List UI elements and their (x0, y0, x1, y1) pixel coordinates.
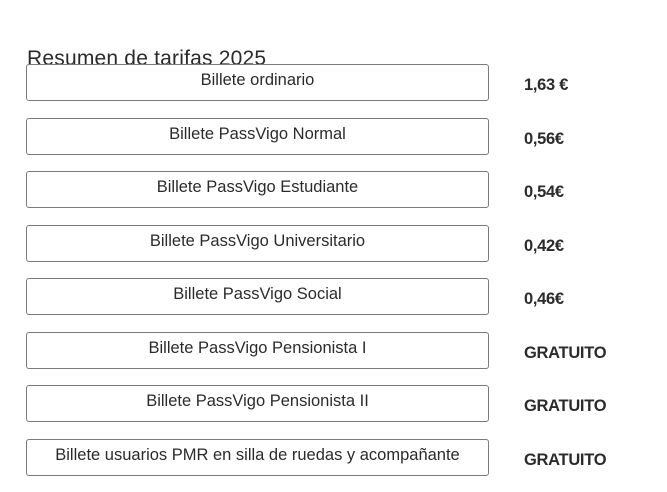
fare-label: Billete PassVigo Pensionista II (146, 392, 369, 410)
fare-row-passvigo-normal: Billete PassVigo Normal 0,56€ (26, 117, 646, 155)
fare-price: GRATUITO (524, 343, 607, 362)
fare-row-pmr: Billete usuarios PMR en silla de ruedas … (26, 438, 646, 476)
fare-label: Billete ordinario (200, 71, 315, 89)
fare-button-ordinario[interactable]: Billete ordinario (26, 64, 489, 101)
fare-price: GRATUITO (524, 397, 607, 415)
fare-label: Billete PassVigo Normal (169, 124, 346, 143)
fare-row-ordinario: Billete ordinario 1,63 € (26, 64, 646, 101)
fare-button-passvigo-social[interactable]: Billete PassVigo Social (26, 278, 489, 315)
fare-price: 1,63 € (524, 76, 569, 94)
fare-label: Billete PassVigo Universitario (149, 231, 366, 250)
fare-label: Billete PassVigo Social (173, 285, 342, 303)
fare-price: GRATUITO (524, 450, 607, 469)
fare-label: Billete PassVigo Estudiante (156, 178, 359, 196)
fare-price: 0,54€ (524, 183, 564, 201)
fare-price: 0,56€ (524, 129, 564, 148)
fare-price: 0,42€ (524, 236, 564, 255)
fare-button-passvigo-normal[interactable]: Billete PassVigo Normal (26, 117, 489, 155)
fare-row-passvigo-social: Billete PassVigo Social 0,46€ (26, 278, 646, 315)
fare-button-passvigo-estudiante[interactable]: Billete PassVigo Estudiante (26, 171, 489, 208)
fare-row-passvigo-universitario: Billete PassVigo Universitario 0,42€ (26, 224, 646, 262)
fare-button-passvigo-pensionista-2[interactable]: Billete PassVigo Pensionista II (26, 385, 489, 422)
fare-row-passvigo-estudiante: Billete PassVigo Estudiante 0,54€ (26, 171, 646, 208)
fare-price: 0,46€ (524, 290, 564, 308)
fare-button-passvigo-universitario[interactable]: Billete PassVigo Universitario (26, 224, 489, 262)
fare-list: Billete ordinario 1,63 € Billete PassVig… (26, 64, 646, 492)
fare-label: Billete usuarios PMR en silla de ruedas … (55, 445, 460, 464)
fare-row-passvigo-pensionista-1: Billete PassVigo Pensionista I GRATUITO (26, 331, 646, 369)
fare-button-pmr[interactable]: Billete usuarios PMR en silla de ruedas … (26, 438, 489, 476)
fare-row-passvigo-pensionista-2: Billete PassVigo Pensionista II GRATUITO (26, 385, 646, 422)
fare-label: Billete PassVigo Pensionista I (148, 338, 367, 357)
fare-button-passvigo-pensionista-1[interactable]: Billete PassVigo Pensionista I (26, 331, 489, 369)
